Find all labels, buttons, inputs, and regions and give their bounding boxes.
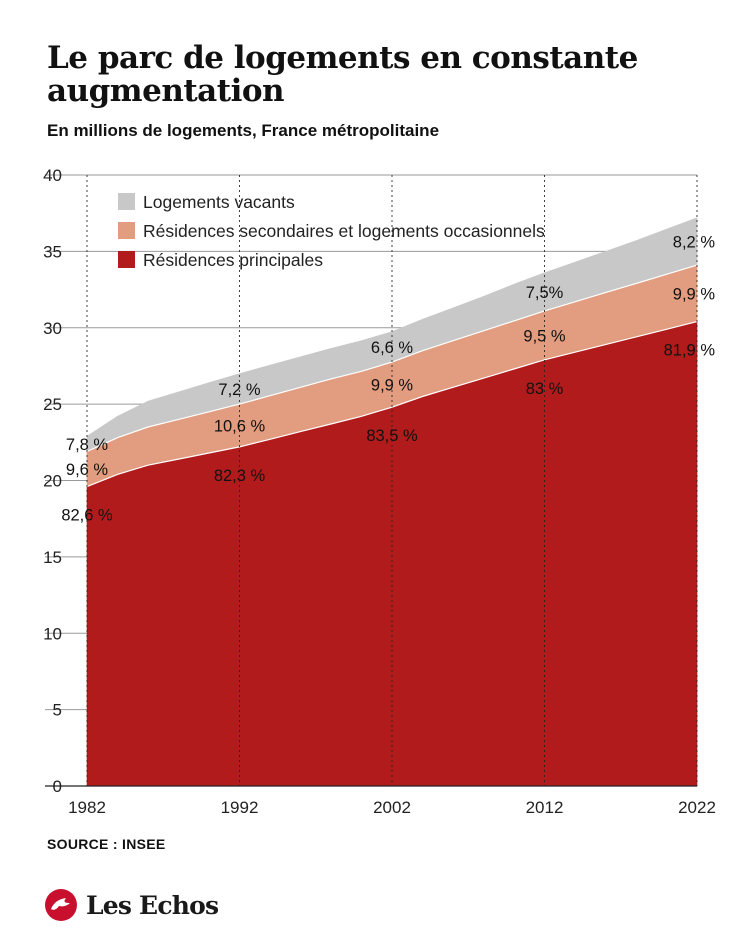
legend-swatch <box>118 251 135 268</box>
legend: Logements vacants Résidences secondaires … <box>118 192 545 270</box>
x-tick-label: 2022 <box>678 798 716 817</box>
y-tick-label: 30 <box>43 319 62 338</box>
legend-swatch <box>118 193 135 210</box>
x-tick-label: 1982 <box>68 798 106 817</box>
stacked-area-chart: 0 5 10 15 20 25 30 35 40 1982 1992 2002 2012 2022 Loge… <box>43 166 716 817</box>
percentage-label: 83 % <box>526 380 564 398</box>
legend-label: Résidences principales <box>143 250 323 270</box>
legend-label: Logements vacants <box>143 192 295 212</box>
layer-separator <box>86 264 698 453</box>
percentage-label: 9,5 % <box>523 327 566 345</box>
percentage-label: 82,3 % <box>214 467 266 485</box>
layer-separator <box>86 321 698 488</box>
y-tick-label: 40 <box>43 166 62 185</box>
chart-subtitle: En millions de logements, France métropo… <box>47 121 440 140</box>
percentage-label: 83,5 % <box>366 427 418 445</box>
chart-title: Le parc de logements en constante augmen… <box>47 40 638 109</box>
y-tick-label: 15 <box>43 548 62 567</box>
y-tick-label: 10 <box>43 624 62 643</box>
brand-name: Les Echos <box>86 890 219 920</box>
percentage-label: 7,5% <box>526 284 564 302</box>
percentage-label: 81,9 % <box>664 342 716 360</box>
x-tick-label: 2002 <box>373 798 411 817</box>
y-tick-label: 5 <box>53 701 62 720</box>
y-tick-label: 25 <box>43 395 62 414</box>
percentage-label: 9,9 % <box>673 285 716 303</box>
les-echos-emblem-icon <box>45 889 77 921</box>
percentage-label: 10,6 % <box>214 418 266 436</box>
x-tick-label: 1992 <box>221 798 259 817</box>
percentage-label: 6,6 % <box>371 339 414 357</box>
percentage-label: 9,9 % <box>371 377 414 395</box>
percentage-label: 7,8 % <box>66 436 109 454</box>
source-note: SOURCE : INSEE <box>47 836 166 852</box>
legend-swatch <box>118 222 135 239</box>
percentage-label: 8,2 % <box>673 233 716 251</box>
x-tick-label: 2012 <box>526 798 564 817</box>
y-tick-label: 20 <box>43 472 62 491</box>
y-tick-label: 35 <box>43 242 62 261</box>
brand-logo: Les Echos <box>44 888 219 922</box>
percentage-label: 9,6 % <box>66 461 109 479</box>
percentage-label: 82,6 % <box>61 507 113 525</box>
percentage-label: 7,2 % <box>218 381 261 399</box>
legend-label: Résidences secondaires et logements occa… <box>143 221 545 241</box>
y-tick-label: 0 <box>53 777 62 796</box>
